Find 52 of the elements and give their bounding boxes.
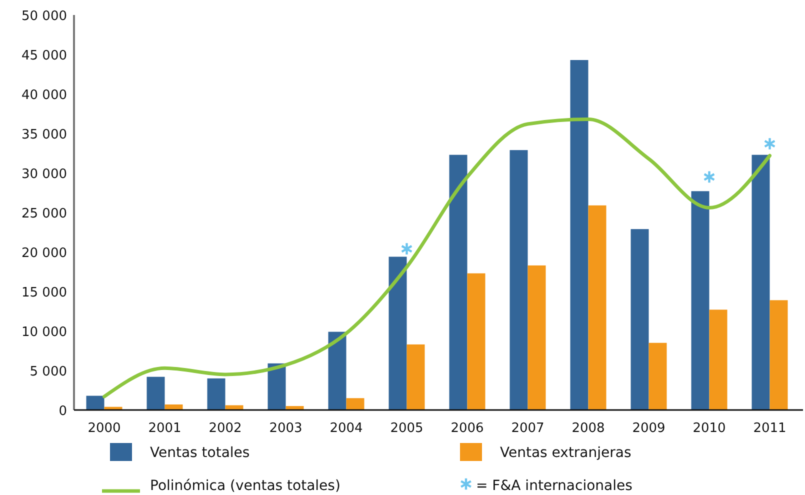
legend-label: = F&A internacionales [476, 478, 632, 494]
point [703, 170, 716, 184]
bar [570, 60, 588, 410]
bar [164, 404, 183, 410]
x-tick-label: 2002 [208, 421, 242, 436]
bar [709, 310, 728, 410]
point [400, 242, 413, 256]
y-tick-label: 10 000 [22, 325, 67, 340]
bar [510, 150, 528, 410]
legend-label: Ventas totales [150, 445, 250, 461]
bar [146, 376, 165, 410]
y-tick-label: 50 000 [22, 9, 67, 24]
bar [630, 229, 649, 410]
bar [691, 191, 710, 410]
bar [588, 205, 606, 410]
bar [86, 396, 104, 410]
bar [528, 265, 546, 410]
x-tick-label: 2010 [692, 421, 726, 436]
bar [449, 154, 468, 410]
y-tick-label: 35 000 [22, 128, 67, 142]
y-tick-label: 40 000 [22, 88, 67, 103]
x-tick-label: 2009 [632, 421, 666, 436]
bar [406, 344, 425, 410]
line-series [102, 118, 772, 398]
x-tick-label: 2003 [269, 421, 302, 436]
bar [388, 256, 407, 410]
x-tick-label: 2008 [572, 421, 605, 436]
y-tick-label: 15 000 [22, 286, 67, 300]
x-tick-label: 2005 [390, 421, 424, 436]
x-tick-label: 2000 [88, 421, 121, 436]
x-tick-label: 2004 [330, 421, 363, 436]
y-tick-label: 0 [58, 404, 67, 419]
y-tick-label: 25 000 [22, 206, 67, 222]
bar [770, 300, 788, 410]
bar [752, 154, 770, 410]
legend-label: Ventas extranjeras [500, 445, 632, 461]
bar [346, 398, 364, 410]
bar [467, 273, 486, 410]
y-tick-label: 5 000 [30, 364, 67, 380]
x-tick-label: 2001 [148, 421, 182, 436]
bar [648, 342, 667, 410]
x-tick-label: 2007 [511, 421, 544, 436]
bar [268, 363, 286, 410]
y-tick-label: 30 000 [22, 167, 67, 182]
bar [328, 332, 346, 410]
bar [207, 378, 226, 410]
x-tick-label: 2006 [450, 421, 484, 436]
y-tick-label: 20 000 [22, 246, 67, 261]
point [764, 137, 776, 151]
y-tick-label: 45 000 [22, 48, 67, 64]
legend-label: Polinómica (ventas totales) [150, 478, 340, 494]
x-tick-label: 2011 [753, 421, 786, 436]
